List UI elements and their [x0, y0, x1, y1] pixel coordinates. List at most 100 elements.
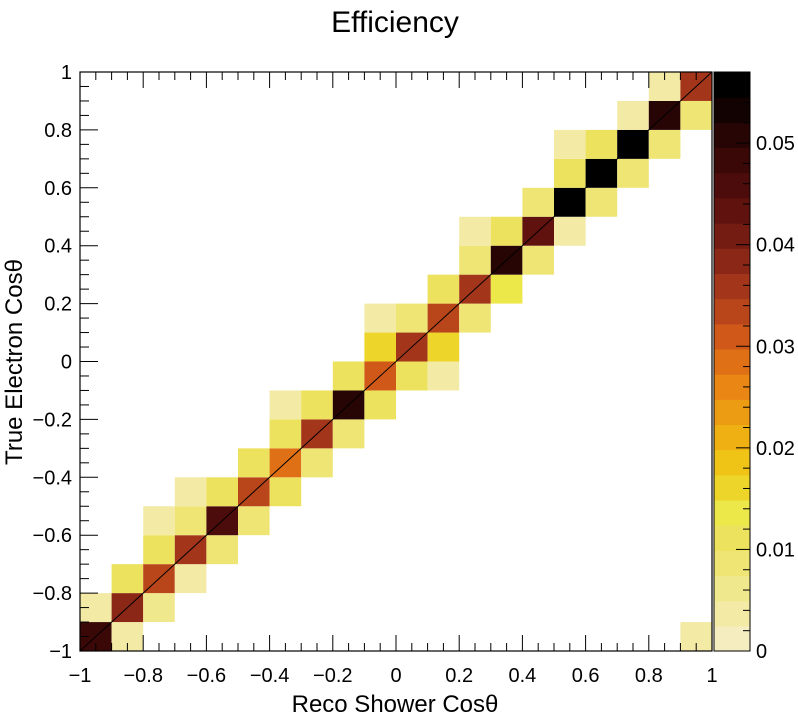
heatmap-cell	[269, 477, 302, 507]
heatmap-cell	[301, 390, 333, 420]
heatmap-cell	[522, 245, 554, 275]
colorbar-tick-label: 0.01	[756, 539, 795, 561]
x-tick-label: 0	[390, 665, 401, 687]
heatmap-cell	[332, 361, 365, 391]
heatmap-cell	[364, 332, 396, 362]
heatmap-cell	[364, 390, 396, 420]
colorbar-swatch	[714, 449, 750, 476]
heatmap-cell	[396, 303, 428, 333]
heatmap-cell	[680, 100, 712, 130]
heatmap-cell	[490, 274, 523, 304]
x-axis: −1 −0.8 −0.6 −0.4 −0.2 0 0.2 0.4 0.6 0.8 1	[69, 72, 718, 687]
heatmap-cell	[143, 535, 175, 565]
colorbar-swatch	[714, 399, 750, 426]
heatmap-cell	[554, 129, 586, 159]
y-tick-label: −0.4	[33, 467, 72, 489]
heatmap-cell	[522, 187, 554, 217]
colorbar-tick-label: 0.02	[756, 438, 795, 460]
heatmap-cell	[301, 448, 333, 478]
x-axis-title: Reco Shower Cosθ	[292, 691, 499, 718]
heatmap-cell	[174, 506, 207, 536]
colorbar-swatch	[714, 298, 750, 325]
heatmap-cell	[617, 158, 649, 188]
heatmap-cell	[206, 535, 238, 565]
colorbar-tick-label: 0.03	[756, 336, 795, 358]
heatmap-cell	[427, 332, 460, 362]
x-tick-label: 0.6	[572, 665, 600, 687]
colorbar-swatch	[714, 147, 750, 174]
heatmap-cell	[554, 158, 586, 188]
colorbar-swatch	[714, 122, 750, 149]
heatmap-cell	[238, 448, 270, 478]
heatmap-cell	[206, 477, 238, 507]
colorbar-swatch	[714, 550, 750, 577]
y-tick-label: −0.8	[33, 583, 72, 605]
y-tick-label: −0.2	[33, 409, 72, 431]
x-tick-label: −0.4	[250, 665, 289, 687]
heatmap-cell	[111, 564, 144, 594]
y-tick-label: 0.4	[44, 236, 72, 258]
colorbar-swatch	[714, 625, 750, 652]
colorbar-swatch	[714, 424, 750, 451]
heatmap-cell	[238, 506, 270, 536]
colorbar-tick-label: 0.05	[756, 133, 795, 155]
colorbar-swatch	[714, 273, 750, 300]
heatmap-cell	[143, 506, 175, 536]
heatmap-cell	[459, 245, 491, 275]
heatmap-cell	[585, 187, 618, 217]
colorbar-swatch	[714, 474, 750, 501]
heatmap-cell	[427, 361, 460, 391]
colorbar-swatch	[714, 323, 750, 350]
y-tick-label: −1	[49, 641, 72, 663]
x-tick-label: −0.8	[123, 665, 162, 687]
heatmap-cell	[585, 129, 618, 159]
heatmap-cell	[617, 100, 649, 130]
y-tick-label: 0.8	[44, 120, 72, 142]
colorbar-axis: 0 0.01 0.02 0.03 0.04 0.05	[736, 81, 795, 663]
plot-area: −1 −0.8 −0.6 −0.4 −0.2 0 0.2 0.4 0.6 0.8 1 −1−0.8−…	[33, 62, 718, 687]
y-tick-label: 1	[61, 62, 72, 84]
y-axis-title: True Electron Cosθ	[1, 259, 28, 465]
x-tick-label: 0.4	[508, 665, 536, 687]
y-tick-label: −0.6	[33, 525, 72, 547]
chart-title: Efficiency	[331, 6, 459, 39]
colorbar-swatch	[714, 172, 750, 199]
x-tick-label: −0.2	[313, 665, 352, 687]
x-tick-label: −1	[69, 665, 92, 687]
heatmap-cell	[490, 216, 523, 246]
colorbar-border	[713, 71, 751, 652]
y-tick-label: 0	[61, 352, 72, 374]
colorbar-swatch	[714, 197, 750, 224]
y-tick-label: 0.6	[44, 178, 72, 200]
color-scale: 0 0.01 0.02 0.03 0.04 0.05	[713, 71, 795, 663]
heatmap-cell	[459, 303, 491, 333]
heatmap-cell	[332, 419, 365, 449]
heatmap-cell	[648, 129, 681, 159]
heatmap-cell	[554, 216, 586, 246]
colorbar-swatch	[714, 348, 750, 375]
heatmap-cell	[269, 390, 302, 420]
heatmap-cell	[174, 564, 207, 594]
x-tick-label: 0.2	[445, 665, 473, 687]
colorbar-swatch	[714, 72, 750, 98]
x-tick-label: −0.6	[187, 665, 226, 687]
diagonal-reference-line	[79, 71, 713, 652]
heatmap-cell	[459, 216, 491, 246]
colorbar-swatch	[714, 248, 750, 274]
x-tick-label: 1	[706, 665, 717, 687]
colorbar-swatch	[714, 575, 750, 602]
heatmap-cell	[174, 477, 207, 507]
colorbar-swatch	[714, 499, 750, 526]
heatmap-cell	[364, 303, 396, 333]
colorbar-swatch	[714, 600, 750, 627]
heatmap-cell	[396, 361, 428, 391]
x-tick-label: 0.8	[635, 665, 663, 687]
heatmap-cell	[427, 274, 460, 304]
y-tick-label: 0.2	[44, 294, 72, 316]
y-axis: −1 −0.8 −0.6 −0.4 −0.2 0 0.2 0.4 0.6 0.8 1	[33, 62, 98, 663]
colorbar-swatch	[714, 97, 750, 123]
colorbar-tick-label: 0.04	[756, 235, 795, 257]
heatmap-cell	[143, 593, 175, 623]
heatmap-cell	[269, 419, 302, 449]
